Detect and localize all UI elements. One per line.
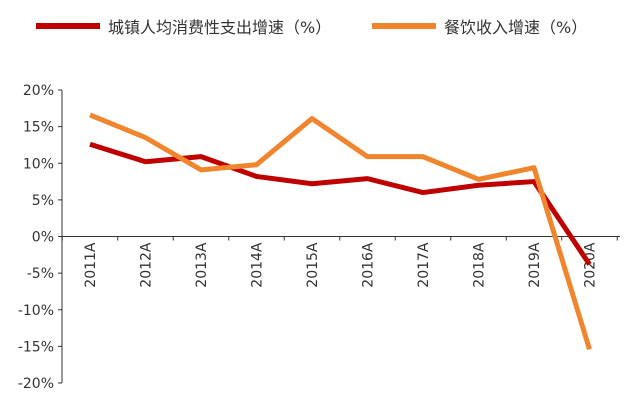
series-line-0 xyxy=(89,141,592,266)
legend-label: 餐饮收入增速（%） xyxy=(444,18,588,37)
y-tick-label: -15% xyxy=(18,339,54,355)
legend-item-consumption: 城镇人均消费性支出增速（%） xyxy=(36,14,331,38)
y-tick-label: 10% xyxy=(23,156,54,172)
y-tick-label: 20% xyxy=(23,83,54,99)
legend-item-catering: 餐饮收入增速（%） xyxy=(372,14,587,38)
x-tick-label: 2011A xyxy=(83,242,99,288)
x-tick-label: 2017A xyxy=(416,242,432,288)
legend-swatch-orange xyxy=(372,23,436,29)
x-tick-label: 2020A xyxy=(583,242,599,288)
y-tick-label: -10% xyxy=(18,303,54,319)
y-tick-label: -5% xyxy=(27,266,54,282)
x-tick-label: 2016A xyxy=(361,242,377,288)
x-tick-label: 2014A xyxy=(250,242,266,288)
series-line-1 xyxy=(89,112,592,351)
x-tick-label: 2013A xyxy=(194,242,210,288)
y-tick-label: 0% xyxy=(32,230,54,246)
legend-swatch-red xyxy=(36,23,100,29)
x-tick-label: 2018A xyxy=(472,242,488,288)
x-tick-label: 2015A xyxy=(305,242,321,288)
y-tick-label: -20% xyxy=(18,376,54,392)
x-tick-label: 2019A xyxy=(527,242,543,288)
y-tick-label: 15% xyxy=(23,120,54,136)
legend: 城镇人均消费性支出增速（%） 餐饮收入增速（%） xyxy=(0,14,640,44)
y-tick-label: 5% xyxy=(32,193,54,209)
x-tick-label: 2012A xyxy=(139,242,155,288)
legend-label: 城镇人均消费性支出增速（%） xyxy=(108,18,332,37)
